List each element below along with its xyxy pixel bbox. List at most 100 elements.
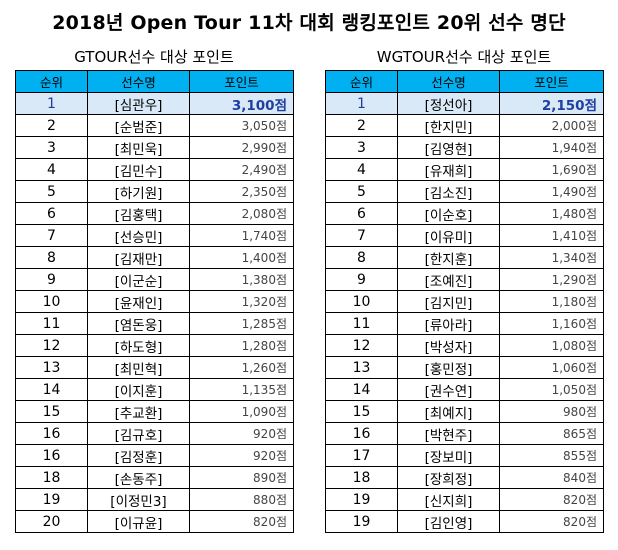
table-row: 17 [장보미] 855점 <box>325 444 604 467</box>
player-name-cell: [이정민3] <box>87 488 190 511</box>
rank-cell: 7 <box>15 224 88 247</box>
table-row: 16 [박현주] 865점 <box>325 422 604 445</box>
rank-cell: 14 <box>15 378 88 401</box>
table-row: 20 [이규윤] 820점 <box>15 510 294 533</box>
points-cell: 2,990점 <box>189 136 294 159</box>
rank-cell: 8 <box>325 246 398 269</box>
rank-column-header: 순위 <box>15 70 88 93</box>
table-row: 12 [박성자] 1,080점 <box>325 334 604 357</box>
points-cell: 1,380점 <box>189 268 294 291</box>
player-name-cell: [최예지] <box>397 400 500 423</box>
points-cell: 1,090점 <box>189 400 294 423</box>
rank-cell: 15 <box>15 400 88 423</box>
table-row: 11 [염돈웅] 1,285점 <box>15 312 294 335</box>
table-row: 6 [이순호] 1,480점 <box>325 202 604 225</box>
table-header-row: 순위 선수명 포인트 <box>325 70 604 93</box>
points-cell: 1,080점 <box>499 334 604 357</box>
table-row: 16 [김정훈] 920점 <box>15 444 294 467</box>
gtour-panel-title: GTOUR선수 대상 포인트 <box>74 48 234 66</box>
player-name-cell: [이군순] <box>87 268 190 291</box>
table-row: 3 [최민욱] 2,990점 <box>15 136 294 159</box>
points-cell: 1,690점 <box>499 158 604 181</box>
player-name-cell: [김홍택] <box>87 202 190 225</box>
rank-cell: 6 <box>325 202 398 225</box>
table-row: 14 [권수연] 1,050점 <box>325 378 604 401</box>
player-name-cell: [이규윤] <box>87 510 190 533</box>
table-row: 4 [김민수] 2,490점 <box>15 158 294 181</box>
table-row: 19 [신지희] 820점 <box>325 488 604 511</box>
table-row: 10 [윤재인] 1,320점 <box>15 290 294 313</box>
player-name-cell: [권수연] <box>397 378 500 401</box>
table-row: 4 [유재희] 1,690점 <box>325 158 604 181</box>
player-name-cell: [박현주] <box>397 422 500 445</box>
table-row: 9 [이군순] 1,380점 <box>15 268 294 291</box>
rank-cell: 13 <box>325 356 398 379</box>
player-name-cell: [염돈웅] <box>87 312 190 335</box>
player-name-cell: [추교환] <box>87 400 190 423</box>
points-cell: 1,340점 <box>499 246 604 269</box>
table-row: 15 [추교환] 1,090점 <box>15 400 294 423</box>
rank-cell: 13 <box>15 356 88 379</box>
player-name-cell: [하도형] <box>87 334 190 357</box>
table-row: 14 [이지훈] 1,135점 <box>15 378 294 401</box>
points-cell: 890점 <box>189 466 294 489</box>
points-cell: 820점 <box>189 510 294 533</box>
points-cell: 1,180점 <box>499 290 604 313</box>
wgtour-panel: WGTOUR선수 대상 포인트 순위 선수명 포인트 1 [정선아] 2,150점 2… <box>325 46 604 533</box>
points-cell: 855점 <box>499 444 604 467</box>
points-cell: 1,400점 <box>189 246 294 269</box>
table-row: 2 [한지민] 2,000점 <box>325 114 604 137</box>
table-header-row: 순위 선수명 포인트 <box>15 70 294 93</box>
points-cell: 880점 <box>189 488 294 511</box>
table-row: 1 [정선아] 2,150점 <box>325 92 604 115</box>
points-cell: 820점 <box>499 488 604 511</box>
player-name-cell: [순범준] <box>87 114 190 137</box>
player-name-cell: [김인영] <box>397 510 500 533</box>
rank-cell: 18 <box>15 466 88 489</box>
points-cell: 865점 <box>499 422 604 445</box>
points-cell: 1,135점 <box>189 378 294 401</box>
points-cell: 840점 <box>499 466 604 489</box>
player-name-cell: [류아라] <box>397 312 500 335</box>
table-row: 8 [한지훈] 1,340점 <box>325 246 604 269</box>
points-cell: 1,050점 <box>499 378 604 401</box>
wgtour-ranking-table: 순위 선수명 포인트 1 [정선아] 2,150점 2 [한지민] 2,000점 3 [김영현… <box>325 70 604 533</box>
points-cell: 2,080점 <box>189 202 294 225</box>
points-cell: 1,280점 <box>189 334 294 357</box>
player-name-cell: [신지희] <box>397 488 500 511</box>
player-column-header: 선수명 <box>87 70 190 93</box>
points-cell: 920점 <box>189 444 294 467</box>
rank-cell: 6 <box>15 202 88 225</box>
points-cell: 1,740점 <box>189 224 294 247</box>
table-row: 12 [하도형] 1,280점 <box>15 334 294 357</box>
table-row: 13 [홍민정] 1,060점 <box>325 356 604 379</box>
points-cell: 1,480점 <box>499 202 604 225</box>
table-row: 5 [하기원] 2,350점 <box>15 180 294 203</box>
table-row: 5 [김소진] 1,490점 <box>325 180 604 203</box>
table-row: 13 [최민혁] 1,260점 <box>15 356 294 379</box>
player-name-cell: [김민수] <box>87 158 190 181</box>
rank-cell: 10 <box>325 290 398 313</box>
table-row: 8 [김재만] 1,400점 <box>15 246 294 269</box>
points-cell: 1,060점 <box>499 356 604 379</box>
points-cell: 1,290점 <box>499 268 604 291</box>
player-name-cell: [윤재인] <box>87 290 190 313</box>
rank-cell: 11 <box>325 312 398 335</box>
rank-cell: 9 <box>325 268 398 291</box>
rank-cell: 19 <box>325 510 398 533</box>
rank-cell: 2 <box>325 114 398 137</box>
player-column-header: 선수명 <box>397 70 500 93</box>
rank-cell: 19 <box>15 488 88 511</box>
player-name-cell: [이순호] <box>397 202 500 225</box>
table-row: 1 [심관우] 3,100점 <box>15 92 294 115</box>
rank-cell: 10 <box>15 290 88 313</box>
player-name-cell: [김재만] <box>87 246 190 269</box>
rank-cell: 5 <box>325 180 398 203</box>
player-name-cell: [김영현] <box>397 136 500 159</box>
player-name-cell: [장보미] <box>397 444 500 467</box>
rank-cell: 15 <box>325 400 398 423</box>
player-name-cell: [김지민] <box>397 290 500 313</box>
gtour-ranking-table: 순위 선수명 포인트 1 [심관우] 3,100점 2 [순범준] 3,050점 3 [최민욱… <box>15 70 294 533</box>
rank-cell: 1 <box>325 92 398 115</box>
page-title: 2018년 Open Tour 11차 대회 랭킹포인트 20위 선수 명단 <box>52 12 566 34</box>
